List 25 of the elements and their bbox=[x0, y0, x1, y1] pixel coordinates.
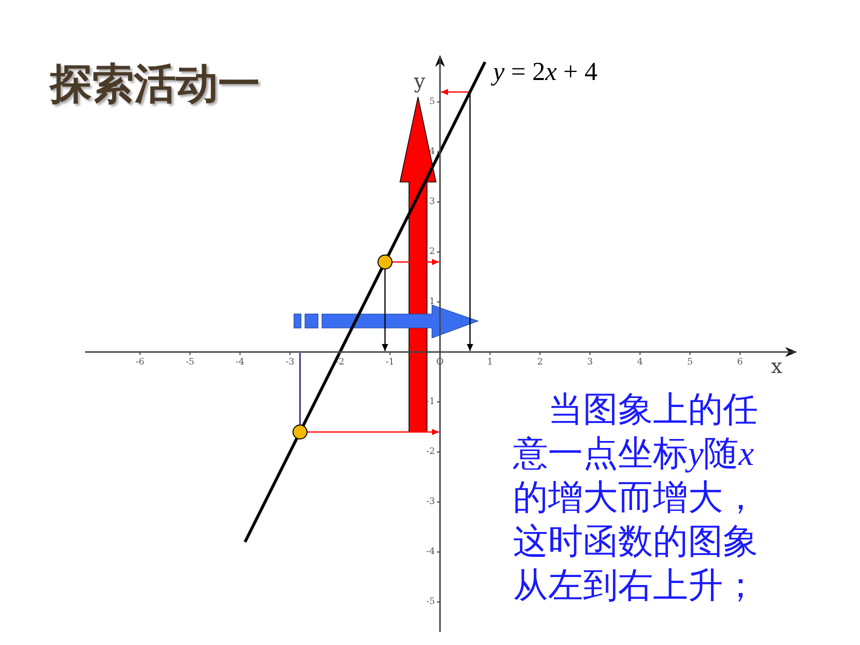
legend-label: y = 2x + 4 bbox=[490, 57, 598, 86]
y-tick-label: 1 bbox=[429, 297, 435, 307]
x-tick-label: 6 bbox=[737, 358, 744, 368]
x-tick-label: -6 bbox=[136, 358, 145, 368]
y-tick-label: -2 bbox=[426, 447, 435, 457]
x-tick-label: 1 bbox=[487, 358, 493, 368]
y-tick-label: -3 bbox=[426, 497, 436, 507]
chart-title: 探索活动一 bbox=[50, 58, 260, 110]
y-tick-label: -4 bbox=[426, 547, 436, 557]
y-tick-label: -5 bbox=[426, 597, 436, 607]
x-tick-label: 5 bbox=[687, 358, 694, 368]
x-tick-label: 2 bbox=[537, 358, 543, 368]
y-tick-label: 5 bbox=[429, 97, 436, 107]
x-tick-label: 4 bbox=[637, 358, 644, 368]
x-tick-label: 3 bbox=[587, 358, 594, 368]
x-tick-label: -2 bbox=[336, 358, 344, 368]
x-tick-label: -1 bbox=[386, 358, 394, 368]
x-tick-label: -3 bbox=[286, 358, 295, 368]
text: 当图象上的任意一点坐标y随x的增大而增大，这时函数的图象从左到右上升； bbox=[513, 390, 758, 606]
x-tick-label: -4 bbox=[236, 358, 245, 368]
x-tick-label: -5 bbox=[186, 358, 195, 368]
y-tick-label: 2 bbox=[429, 247, 435, 257]
y-tick-label: 3 bbox=[429, 197, 436, 207]
y-axis-title: y bbox=[414, 69, 426, 93]
x-axis-title: x bbox=[771, 354, 782, 378]
